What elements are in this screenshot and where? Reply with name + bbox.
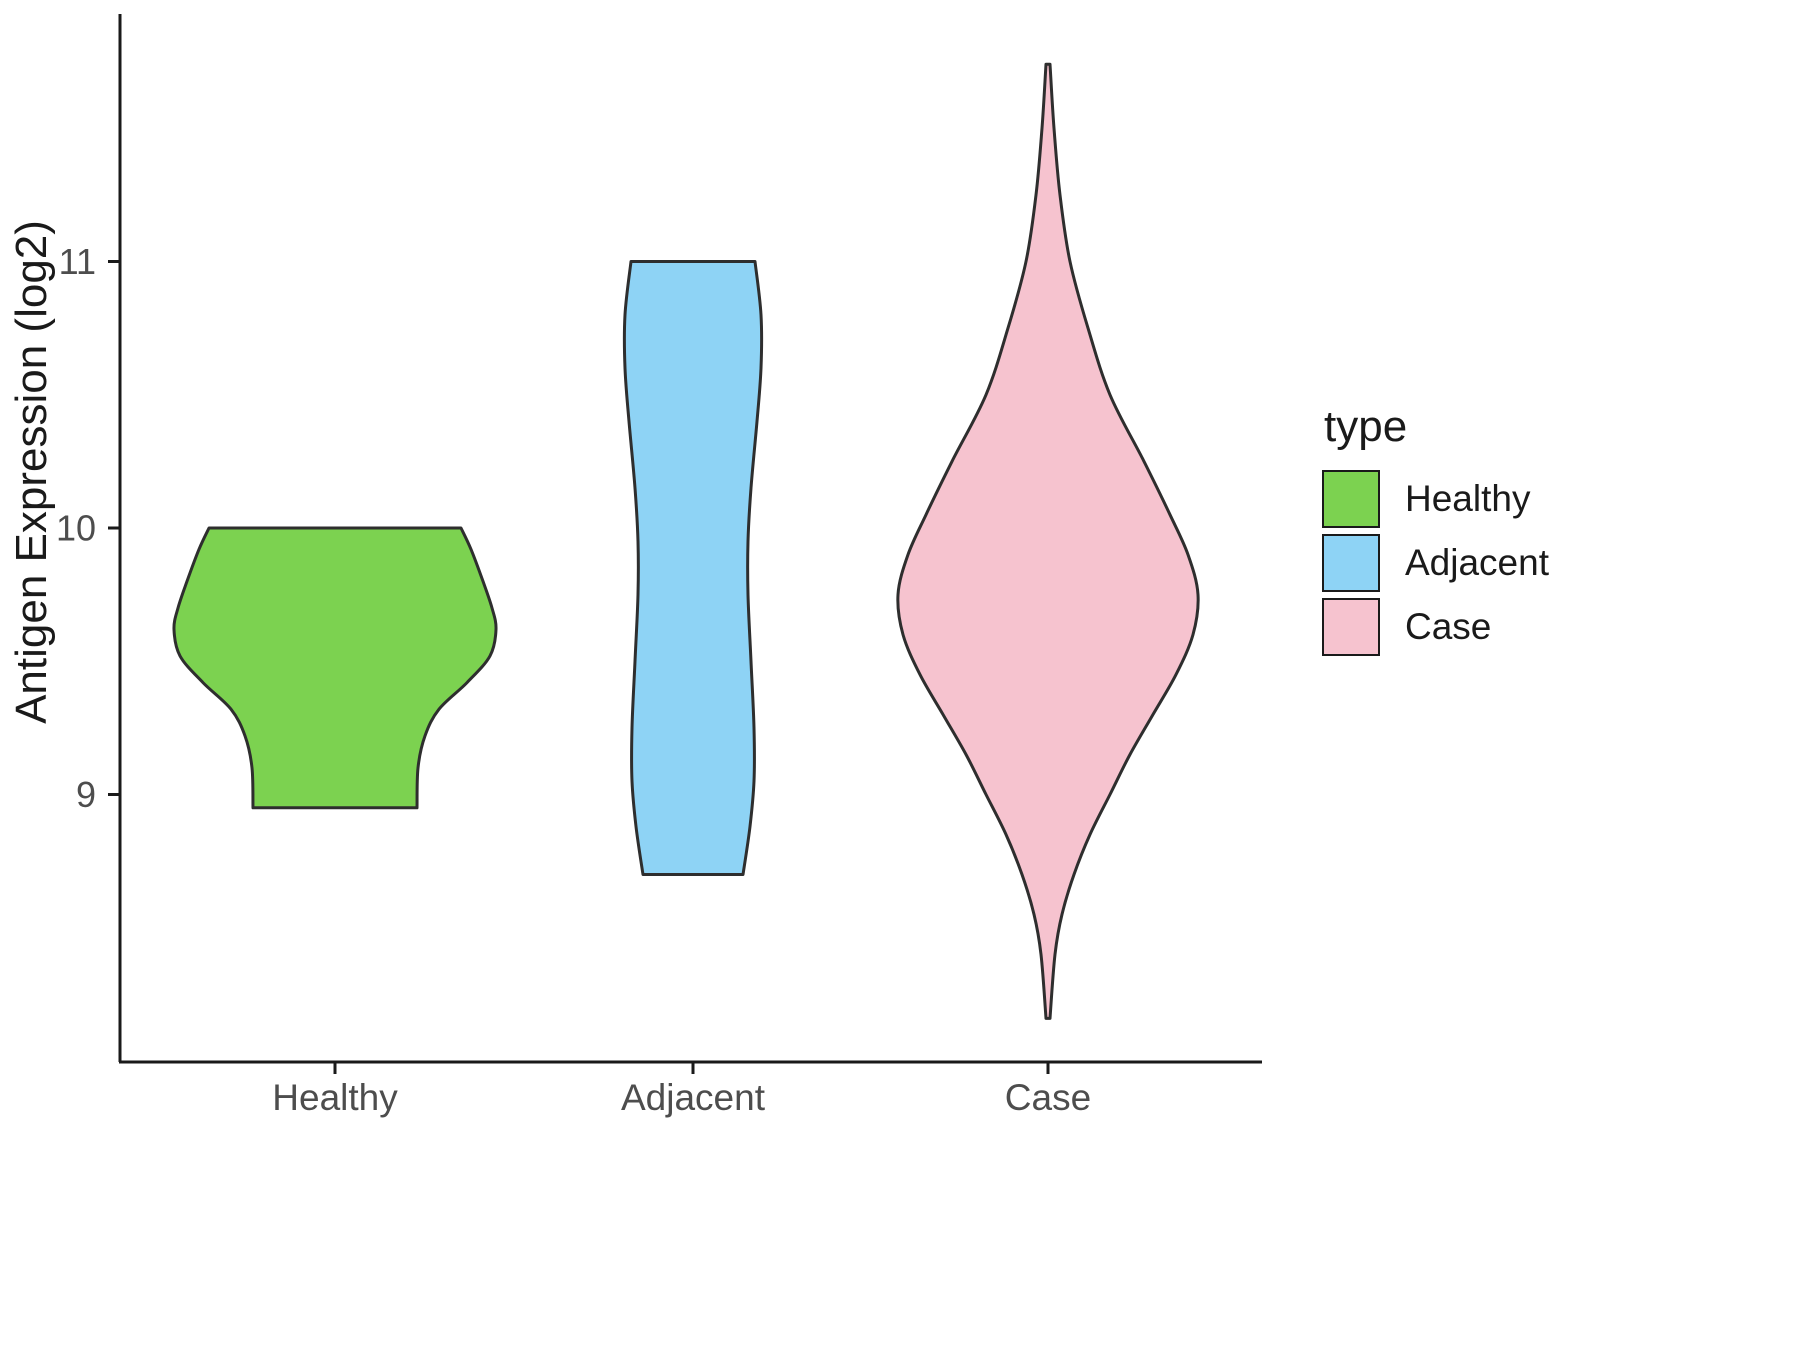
legend: type Healthy Adjacent Case bbox=[1322, 402, 1549, 662]
x-tick-label-healthy: Healthy bbox=[272, 1077, 398, 1118]
y-tick-label-10: 10 bbox=[56, 508, 96, 549]
y-tick-label-9: 9 bbox=[76, 774, 96, 815]
x-tick-label-adjacent: Adjacent bbox=[621, 1077, 766, 1118]
legend-swatch-adjacent bbox=[1322, 534, 1380, 592]
legend-entry-adjacent: Adjacent bbox=[1322, 534, 1549, 592]
legend-entry-case: Case bbox=[1322, 598, 1549, 656]
legend-entry-healthy: Healthy bbox=[1322, 470, 1549, 528]
legend-label-healthy: Healthy bbox=[1405, 478, 1531, 519]
y-axis-title: Antigen Expression (log2) bbox=[7, 220, 56, 724]
legend-entries: Healthy Adjacent Case bbox=[1322, 470, 1549, 656]
x-tick-label-case: Case bbox=[1005, 1077, 1091, 1118]
violin-case bbox=[896, 62, 1200, 1020]
legend-swatch-case bbox=[1322, 598, 1380, 656]
legend-label-adjacent: Adjacent bbox=[1405, 542, 1549, 583]
legend-swatch-healthy bbox=[1322, 470, 1380, 528]
legend-title: type bbox=[1324, 402, 1408, 451]
y-tick-label-11: 11 bbox=[59, 241, 96, 282]
legend-label-case: Case bbox=[1405, 606, 1492, 647]
violin-adjacent bbox=[622, 260, 764, 876]
violin-healthy bbox=[172, 526, 498, 810]
